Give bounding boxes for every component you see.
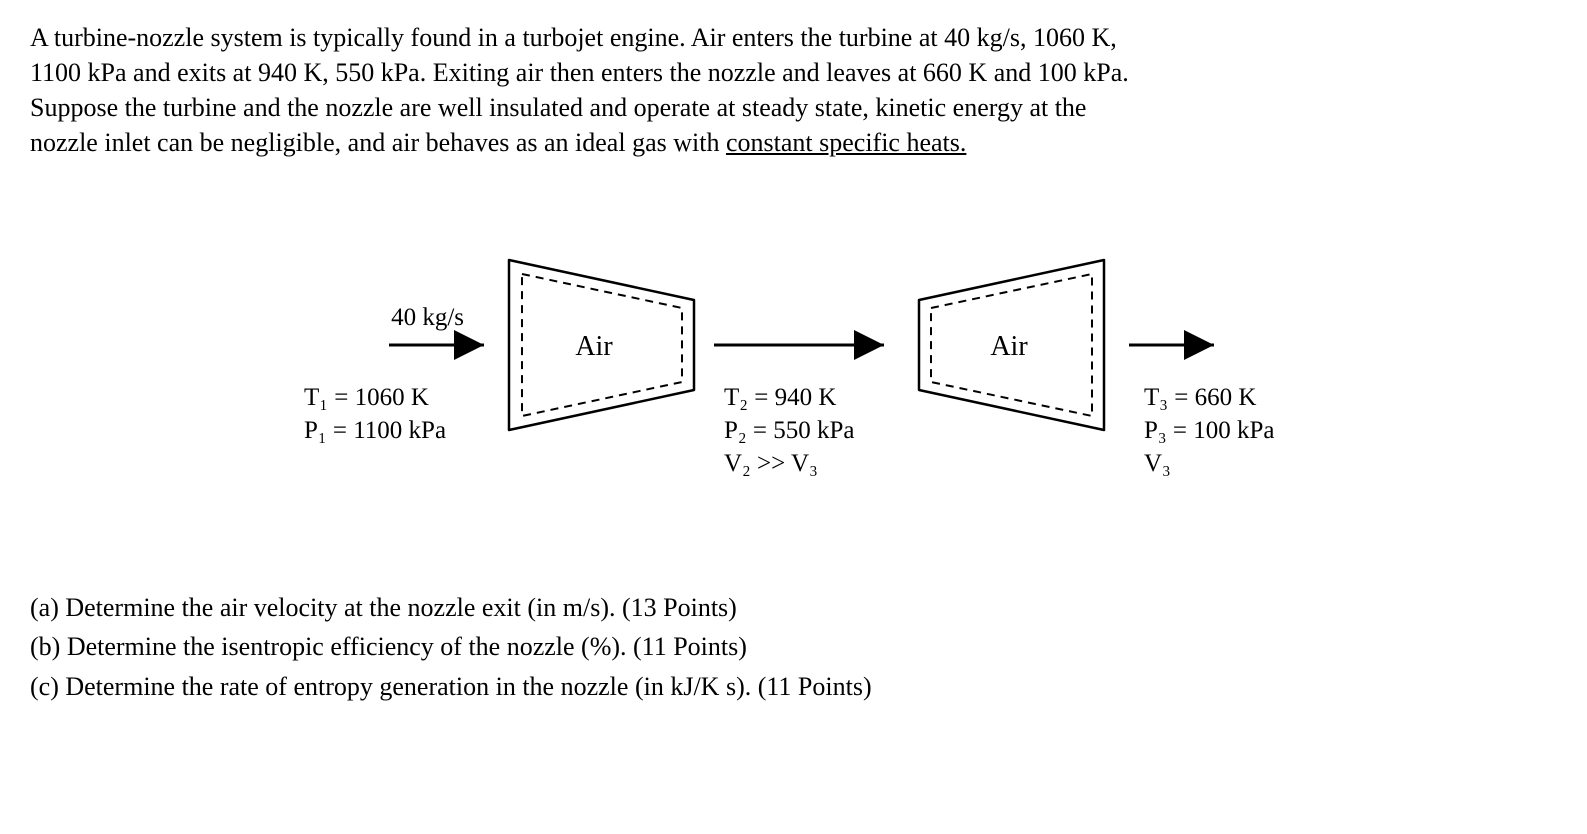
mass-flow-label: 40 kg/s — [391, 304, 464, 331]
question-c: (c) Determine the rate of entropy genera… — [30, 669, 1557, 704]
turbine-label: Air — [575, 331, 613, 362]
problem-line2: 1100 kPa and exits at 940 K, 550 kPa. Ex… — [30, 58, 1129, 87]
problem-line3: Suppose the turbine and the nozzle are w… — [30, 93, 1086, 122]
state2-P: P₂ = 550 kPa — [724, 417, 854, 444]
problem-line4a: nozzle inlet can be negligible, and air … — [30, 128, 726, 157]
state1-P: P₁ = 1100 kPa — [304, 417, 446, 444]
system-diagram: 40 kg/s T₁ = 1060 K P₁ = 1100 kPa Air T₂… — [30, 210, 1557, 530]
question-b: (b) Determine the isentropic efficiency … — [30, 629, 1557, 664]
question-list: (a) Determine the air velocity at the no… — [30, 590, 1557, 703]
problem-statement: A turbine-nozzle system is typically fou… — [30, 20, 1557, 160]
nozzle-label: Air — [990, 331, 1028, 362]
state3-T: T₃ = 660 K — [1144, 384, 1256, 411]
state3-P: P₃ = 100 kPa — [1144, 417, 1274, 444]
state3-V: V₃ — [1144, 450, 1171, 477]
state1-T: T₁ = 1060 K — [304, 384, 429, 411]
problem-line1: A turbine-nozzle system is typically fou… — [30, 23, 1117, 52]
state2-T: T₂ = 940 K — [724, 384, 836, 411]
question-a: (a) Determine the air velocity at the no… — [30, 590, 1557, 625]
problem-line4-underlined: constant specific heats. — [726, 128, 966, 157]
state2-V: V₂ >> V₃ — [724, 450, 818, 477]
